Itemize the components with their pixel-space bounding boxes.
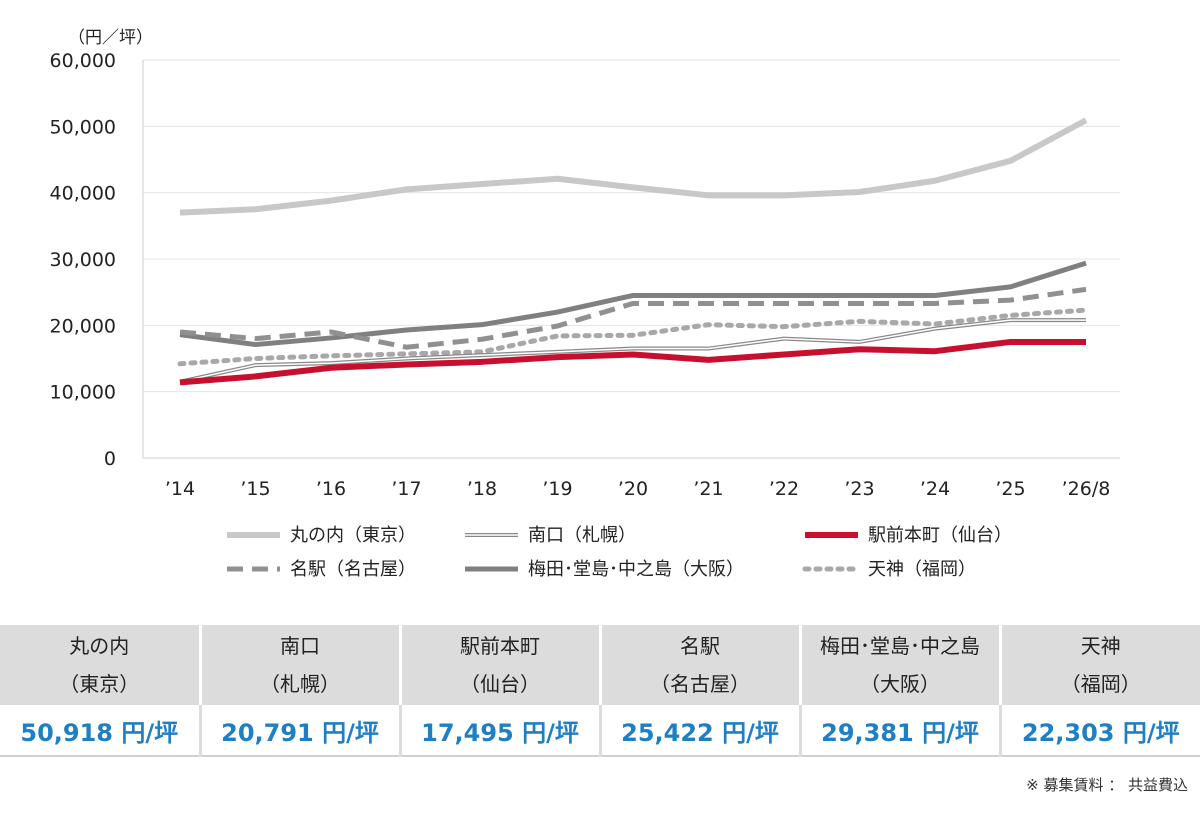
legend-label: 駅前本町（仙台） [868,525,1012,546]
x-tick-label: ’25 [995,478,1025,500]
x-tick-label: ’24 [920,478,950,500]
summary-rent-value: 29,381 円/坪 [798,705,1000,757]
summary-area-header: 丸の内 （東京） [0,625,200,705]
x-tick-label: ’21 [693,478,723,500]
series-line-1 [179,318,1086,384]
summary-area-header: 梅田･堂島･中之島 （大阪） [798,625,1000,705]
summary-area-header: 南口 （札幌） [198,625,400,705]
area-name: 梅田･堂島･中之島 [820,634,980,658]
legend-item: 南口（札幌） [465,525,636,546]
legend-label: 天神（福岡） [868,559,976,580]
series-line-2 [179,338,1086,386]
x-tick-label: ’14 [165,478,195,500]
x-tick-label: ’15 [240,478,270,500]
rent-line-chart: 0 10,000 20,000 30,000 40,000 50,000 60,000 ’1… [50,28,1120,580]
x-tick-label: ’19 [542,478,572,500]
city-name: （名古屋） [650,672,750,696]
summary-rent-value: 25,422 円/坪 [598,705,800,757]
y-tick-label: 30,000 [50,249,116,271]
x-tick-label: ’26/8 [1062,478,1111,500]
y-tick-label: 60,000 [50,50,116,72]
x-tick-label: ’18 [467,478,497,500]
city-name: （大阪） [860,672,940,696]
area-name: 名駅 [680,634,720,658]
series-line-5 [177,307,1089,367]
series-stroke [179,319,1086,383]
series-stroke [177,307,1089,367]
legend-item: 天神（福岡） [802,559,976,580]
footnote: ※ 募集賃料 ： 共益費込 [1026,776,1188,794]
x-tick-label: ’23 [844,478,874,500]
series-stroke [179,286,1087,350]
summary-rent-value: 22,303 円/坪 [998,705,1200,757]
x-tick-label: ’20 [618,478,648,500]
y-unit-label: （円／坪） [68,28,153,48]
gridlines [143,59,1120,393]
legend-item: 駅前本町（仙台） [805,525,1012,546]
x-tick-label: ’22 [769,478,799,500]
summary-table: 丸の内 （東京） 南口 （札幌） 駅前本町 （仙台） 名駅 （名古屋） 梅田･堂島･中之島 （大阪… [0,625,1200,757]
city-name: （札幌） [260,672,340,696]
y-tick-label: 20,000 [50,315,116,337]
y-tick-label: 50,000 [50,116,116,138]
legend-item: 梅田･堂島･中之島（大阪） [465,559,744,580]
series-stroke [179,260,1087,348]
series-line-0 [179,117,1088,216]
area-name: 駅前本町 [460,634,540,658]
legend-label: 南口（札幌） [528,525,636,546]
summary-rent-value: 50,918 円/坪 [0,705,200,757]
legend-label: 名駅（名古屋） [290,559,416,580]
summary-area-header: 名駅 （名古屋） [598,625,800,705]
legend-item: 丸の内（東京） [227,525,416,546]
area-name: 丸の内 [69,634,130,658]
summary-rent-value: 17,495 円/坪 [398,705,600,757]
summary-header-row: 丸の内 （東京） 南口 （札幌） 駅前本町 （仙台） 名駅 （名古屋） 梅田･堂島･中之島 （大阪… [0,625,1200,705]
x-axis: ’14 ’15 ’16 ’17 ’18 ’19 ’20 ’21 ’22 ’23 ’24 ’25 ’26/… [143,457,1120,500]
summary-area-header: 天神 （福岡） [998,625,1200,705]
city-name: （仙台） [460,672,540,696]
y-axis: 0 10,000 20,000 30,000 40,000 50,000 60,000 [50,50,144,470]
series-stroke [179,338,1086,386]
series-line-3 [179,286,1087,350]
x-tick-label: ’17 [391,478,421,500]
area-name: 南口 [280,634,320,658]
legend-label: 梅田･堂島･中之島（大阪） [528,559,744,580]
city-name: （福岡） [1060,672,1141,696]
y-tick-label: 0 [104,448,116,470]
series-lines [177,117,1089,386]
y-tick-label: 10,000 [50,382,116,404]
series-stroke [179,117,1088,216]
x-tick-label: ’16 [316,478,346,500]
city-name: （東京） [59,672,140,696]
legend-label: 丸の内（東京） [290,525,416,546]
series-line-4 [179,260,1087,348]
legend-item: 名駅（名古屋） [227,559,416,580]
legend: 丸の内（東京） 南口（札幌） 駅前本町（仙台） 名駅（名古屋） 梅田･堂島･中之島（大阪… [227,525,1012,580]
area-name: 天神 [1080,634,1121,658]
summary-rent-value: 20,791 円/坪 [198,705,400,757]
summary-value-row: 50,918 円/坪 20,791 円/坪 17,495 円/坪 25,422 円/坪… [0,705,1200,757]
y-tick-label: 40,000 [50,183,116,205]
summary-area-header: 駅前本町 （仙台） [398,625,600,705]
